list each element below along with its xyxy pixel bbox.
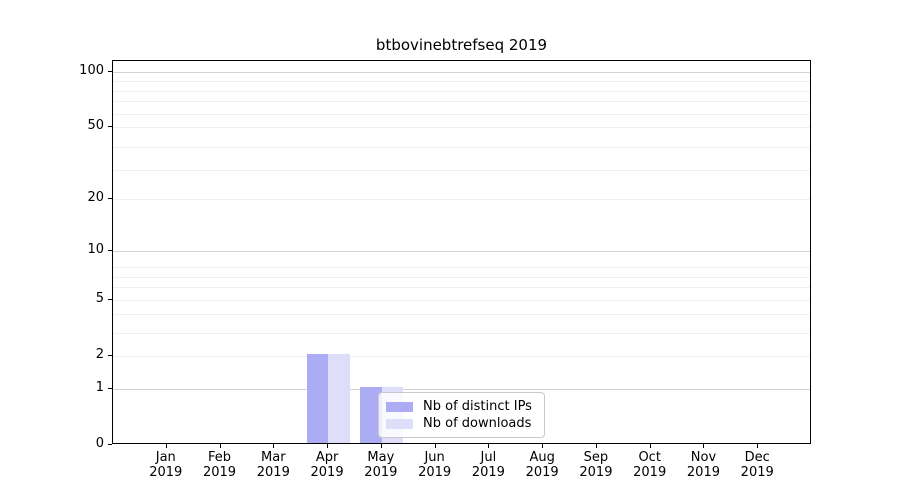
x-label-oct: Oct 2019 — [618, 450, 682, 480]
legend-label: Nb of distinct IPs — [423, 399, 532, 414]
x-label-year: 2019 — [418, 465, 452, 480]
legend-item-nb-of-downloads: Nb of downloads — [386, 415, 536, 432]
gridline-minor-69 — [113, 101, 810, 103]
gridline-minor-7 — [113, 276, 810, 278]
x-label-aug: Aug 2019 — [510, 450, 574, 480]
x-label-year: 2019 — [525, 465, 559, 480]
x-label-month: Oct — [638, 450, 661, 465]
y-label-50: 50 — [87, 118, 104, 134]
x-label-month: Feb — [208, 450, 232, 465]
x-label-year: 2019 — [364, 465, 398, 480]
y-label-100: 100 — [79, 63, 104, 79]
x-tick-oct — [649, 444, 651, 448]
x-label-month: Jul — [480, 450, 497, 465]
gridline-minor-29 — [113, 169, 810, 171]
gridline-major-100 — [113, 71, 810, 73]
x-label-dec: Dec 2019 — [725, 450, 789, 480]
y-tick-0 — [108, 443, 112, 445]
x-tick-jun — [434, 444, 436, 448]
x-label-month: Dec — [744, 450, 770, 465]
bar-nb-of-distinct-ips-apr — [306, 354, 329, 443]
legend-label: Nb of downloads — [423, 416, 532, 431]
legend: Nb of distinct IPs Nb of downloads — [378, 392, 545, 438]
chart-title: btbovinebtrefseq 2019 — [375, 36, 548, 54]
gridline-minor-6 — [113, 287, 810, 289]
gridline-major-10 — [113, 250, 810, 252]
x-label-month: May — [367, 450, 395, 465]
x-label-year: 2019 — [471, 465, 505, 480]
x-label-year: 2019 — [310, 465, 344, 480]
y-label-0: 0 — [95, 436, 104, 451]
legend-swatch-icon — [386, 401, 413, 412]
x-tick-apr — [327, 444, 329, 448]
x-tick-feb — [219, 444, 221, 448]
x-tick-nov — [703, 444, 705, 448]
x-label-mar: Mar 2019 — [241, 450, 305, 480]
x-label-sep: Sep 2019 — [564, 450, 628, 480]
x-label-month: Mar — [261, 450, 286, 465]
gridline-minor-8 — [113, 267, 810, 268]
x-label-year: 2019 — [149, 465, 183, 480]
x-label-year: 2019 — [202, 465, 237, 480]
bar-nb-of-downloads-apr — [328, 354, 350, 443]
x-label-year: 2019 — [579, 465, 613, 480]
gridline-major-1 — [113, 388, 810, 390]
gridline-minor-39 — [113, 146, 810, 148]
y-label-5: 5 — [95, 291, 104, 307]
x-label-year: 2019 — [633, 465, 667, 480]
gridline-minor-89 — [113, 81, 810, 82]
y-tick-100 — [108, 70, 112, 72]
legend-swatch-icon — [386, 418, 413, 429]
x-label-jun: Jun 2019 — [403, 450, 467, 480]
x-label-year: 2019 — [256, 465, 290, 480]
x-tick-may — [380, 444, 382, 448]
bar-nb-of-distinct-ips-may — [360, 387, 382, 443]
x-label-feb: Feb 2019 — [188, 450, 252, 480]
x-label-nov: Nov 2019 — [671, 450, 735, 480]
x-label-month: Jan — [155, 450, 176, 465]
x-tick-dec — [757, 444, 759, 448]
x-tick-jan — [165, 444, 167, 448]
gridline-minor-50 — [113, 126, 810, 128]
x-label-may: May 2019 — [349, 450, 413, 480]
plot-area — [112, 60, 811, 444]
gridline-minor-20 — [113, 198, 810, 200]
gridline-minor-59 — [113, 113, 810, 115]
x-label-month: Sep — [583, 450, 609, 465]
x-label-year: 2019 — [740, 465, 774, 480]
y-label-20: 20 — [87, 190, 104, 206]
gridline-minor-79 — [113, 90, 810, 92]
y-label-2: 2 — [95, 347, 104, 363]
y-label-10: 10 — [87, 242, 104, 258]
x-label-month: Apr — [315, 450, 339, 465]
x-tick-mar — [273, 444, 275, 448]
y-tick-20 — [108, 197, 112, 199]
x-tick-jul — [488, 444, 490, 448]
gridline-minor-3 — [113, 332, 810, 334]
x-tick-sep — [595, 444, 597, 448]
y-tick-1 — [108, 387, 112, 389]
x-label-year: 2019 — [686, 465, 720, 480]
x-label-apr: Apr 2019 — [295, 450, 359, 480]
x-tick-aug — [542, 444, 544, 448]
x-label-jul: Jul 2019 — [456, 450, 520, 480]
y-tick-5 — [108, 298, 112, 300]
y-tick-2 — [108, 354, 112, 356]
x-label-jan: Jan 2019 — [134, 450, 198, 480]
x-label-month: Jun — [424, 450, 445, 465]
y-label-1: 1 — [95, 380, 104, 395]
gridline-minor-5 — [113, 299, 810, 301]
gridline-minor-4 — [113, 314, 810, 316]
y-tick-50 — [108, 125, 112, 127]
y-tick-10 — [108, 249, 112, 251]
legend-item-nb-of-distinct-ips: Nb of distinct IPs — [386, 398, 536, 415]
x-label-month: Aug — [529, 450, 555, 465]
x-label-month: Nov — [690, 450, 717, 465]
gridline-minor-2 — [113, 355, 810, 357]
